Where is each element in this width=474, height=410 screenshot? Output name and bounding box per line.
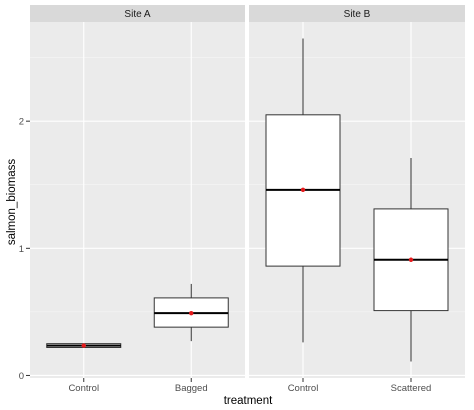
- box-control: [265, 38, 341, 343]
- x-tick-label-bagged: Bagged: [175, 383, 208, 394]
- y-tick-label-1: 1: [19, 244, 24, 255]
- y-tick-label-2: 2: [19, 117, 24, 128]
- box-control: [46, 343, 122, 348]
- facet-panel-0: Site A Control Bagged: [30, 5, 245, 394]
- mean-point: [300, 187, 306, 193]
- mean-point: [81, 343, 86, 348]
- box-bagged: [153, 283, 229, 342]
- facet-panel-1: Site B Control Scattered: [249, 5, 465, 394]
- mean-point: [408, 257, 414, 262]
- facet-strip-label: Site B: [344, 9, 371, 20]
- facet-strip-label: Site A: [124, 9, 150, 20]
- mean-point: [189, 310, 194, 316]
- box-scattered: [373, 158, 449, 362]
- y-tick-label-0: 0: [19, 371, 24, 382]
- y-axis-title: salmon_biomass: [6, 159, 18, 246]
- x-axis-title: treatment: [224, 395, 273, 407]
- plot-area: 0 1 2 Site A Control Bagged Site B Control Scatt…: [19, 5, 465, 394]
- facet-strip: [30, 5, 245, 22]
- x-tick-label-control: Control: [68, 383, 99, 394]
- x-tick-label-scattered: Scattered: [391, 383, 432, 394]
- x-tick-label-control: Control: [288, 383, 319, 394]
- facet-strip: [249, 5, 465, 22]
